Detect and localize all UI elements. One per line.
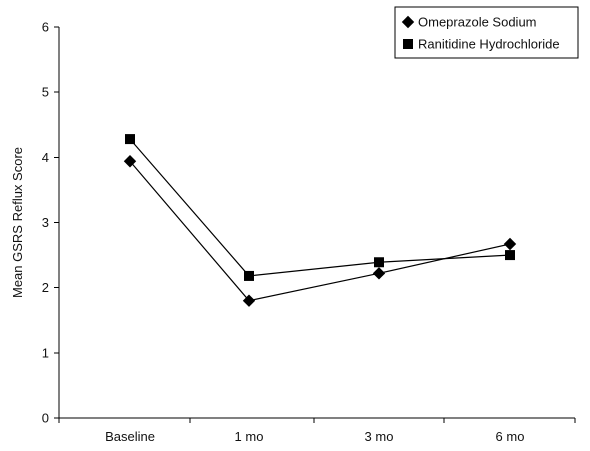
series-group (123, 134, 517, 307)
y-tick-label: 2 (42, 280, 49, 295)
data-point-omeprazole (372, 267, 386, 280)
x-tick-label: 6 mo (496, 429, 525, 444)
x-axis: Baseline 1 mo 3 mo 6 mo (58, 417, 576, 444)
legend-box (394, 6, 579, 59)
series-line-omeprazole (129, 160, 511, 302)
data-point-ranitidine (505, 250, 515, 261)
legend-label: Omeprazole Sodium (418, 15, 537, 30)
y-tick-label: 0 (42, 411, 49, 426)
y-axis-title: Mean GSRS Reflux Score (10, 147, 25, 298)
y-tick-label: 6 (42, 20, 49, 35)
y-tick-label: 4 (42, 150, 49, 165)
data-point-omeprazole (503, 237, 517, 251)
y-tick-label: 3 (42, 215, 49, 230)
x-tick-label: 1 mo (235, 429, 264, 444)
y-axis: Mean GSRS Reflux Score 0 1 2 3 4 5 6 (10, 20, 60, 426)
data-point-omeprazole (242, 294, 256, 307)
series-omeprazole (123, 155, 517, 307)
data-point-ranitidine (374, 257, 384, 268)
data-point-ranitidine (125, 134, 135, 145)
series-ranitidine (125, 134, 515, 281)
legend-marker-square (403, 39, 413, 49)
data-point-omeprazole (123, 155, 137, 168)
series-line-ranitidine (129, 138, 511, 277)
y-tick-label: 5 (42, 85, 49, 100)
legend: Omeprazole Sodium Ranitidine Hydrochlorid… (394, 6, 579, 59)
legend-marker-diamond (401, 15, 415, 29)
x-tick-label: Baseline (105, 429, 155, 444)
y-tick-label: 1 (42, 345, 49, 360)
data-point-ranitidine (244, 270, 254, 281)
x-tick-label: 3 mo (365, 429, 394, 444)
legend-label: Ranitidine Hydrochloride (418, 37, 560, 52)
